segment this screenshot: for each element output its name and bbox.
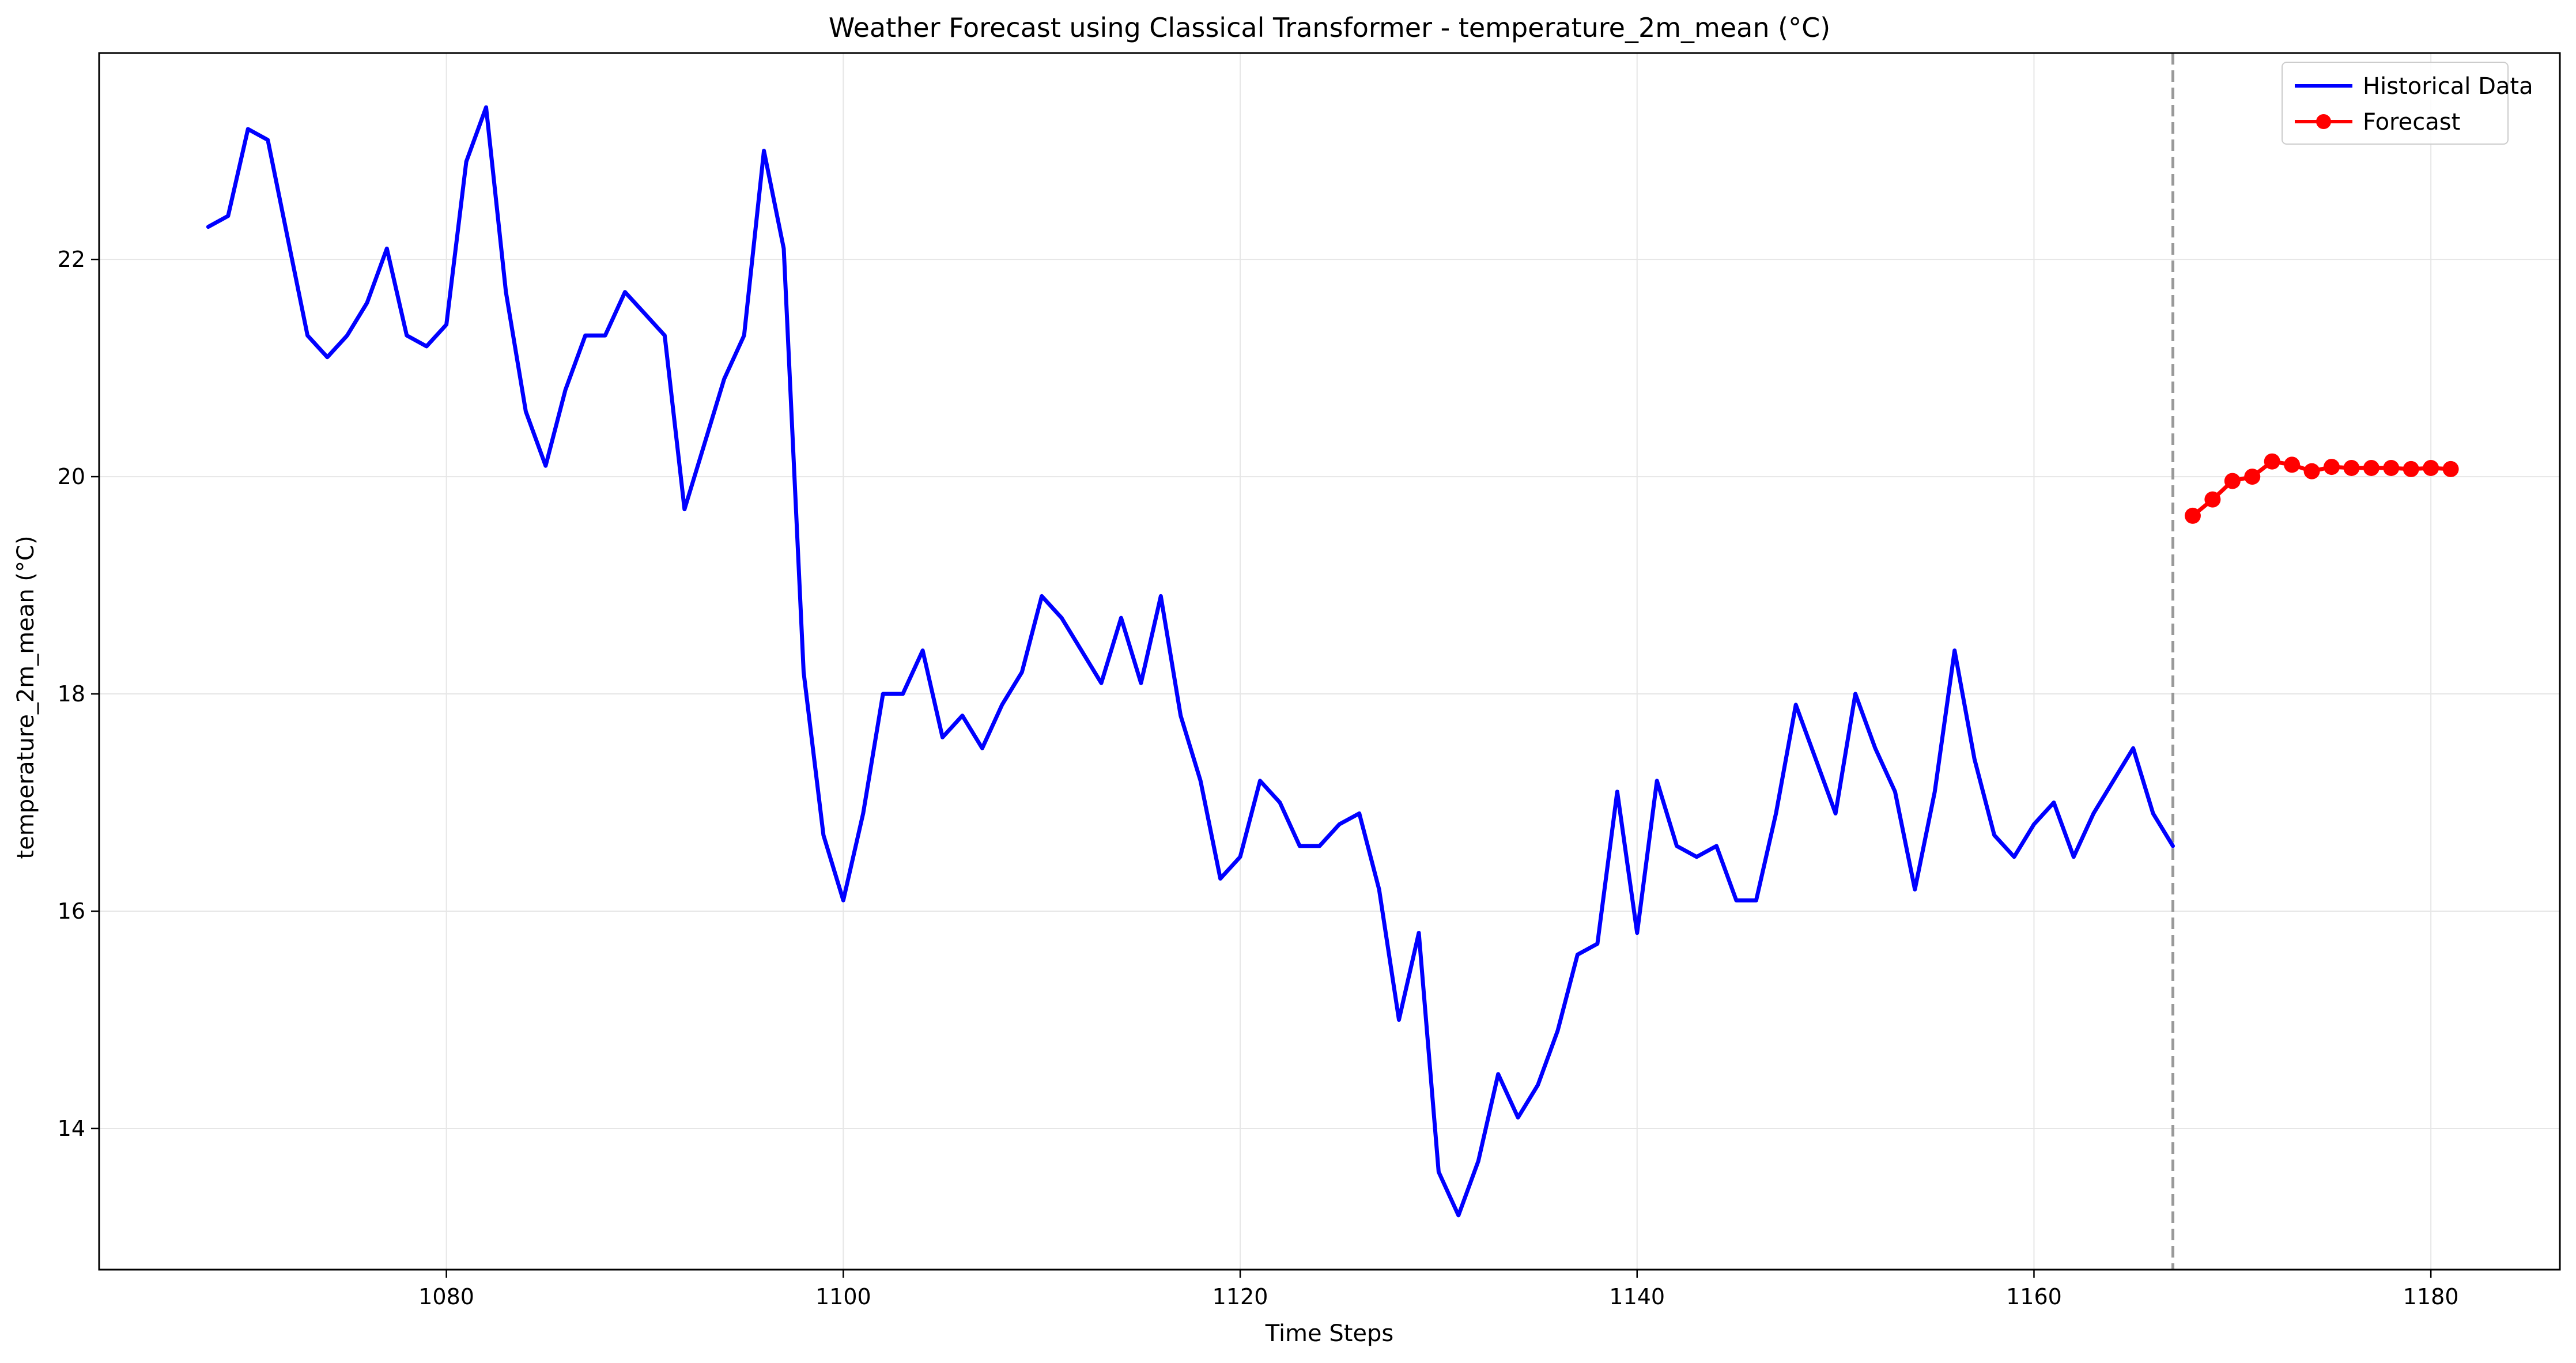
series-layer bbox=[206, 105, 2459, 1218]
x-tick-label: 1140 bbox=[1609, 1284, 1665, 1309]
forecast-point bbox=[2284, 456, 2301, 473]
forecast-point bbox=[2303, 463, 2320, 479]
forecast-point bbox=[2323, 459, 2340, 475]
x-axis-ticks: 1080 1100 1120 1140 1160 1180 bbox=[418, 1270, 2459, 1309]
forecast-point bbox=[2343, 460, 2360, 477]
plot-frame bbox=[98, 52, 2561, 1271]
x-tick-label: 1100 bbox=[815, 1284, 871, 1309]
grid-lines bbox=[99, 53, 2560, 1270]
legend-label-forecast: Forecast bbox=[2363, 109, 2460, 135]
y-tick-label: 16 bbox=[58, 898, 85, 924]
legend-box bbox=[2282, 62, 2509, 145]
y-axis-label: temperature_2m_mean (°C) bbox=[13, 535, 39, 859]
y-tick-label: 14 bbox=[58, 1116, 85, 1141]
x-tick-label: 1180 bbox=[2403, 1284, 2459, 1309]
forecast-point bbox=[2383, 460, 2400, 477]
legend-label-historical: Historical Data bbox=[2363, 73, 2533, 100]
legend: Historical Data Forecast bbox=[2282, 62, 2533, 145]
x-axis-label: Time Steps bbox=[1265, 1320, 1394, 1347]
chart-title: Weather Forecast using Classical Transfo… bbox=[829, 12, 1830, 43]
y-tick-label: 22 bbox=[58, 247, 85, 272]
y-tick-label: 20 bbox=[58, 464, 85, 489]
x-tick-label: 1160 bbox=[2006, 1284, 2062, 1309]
y-tick-label: 18 bbox=[58, 681, 85, 707]
legend-marker-forecast bbox=[2316, 114, 2331, 129]
forecast-point bbox=[2184, 507, 2201, 524]
forecast-point bbox=[2423, 460, 2439, 477]
forecast-point bbox=[2244, 469, 2261, 485]
y-axis-ticks: 14 16 18 20 22 bbox=[58, 247, 99, 1141]
forecast-point bbox=[2442, 460, 2459, 477]
forecast-point bbox=[2204, 491, 2221, 508]
forecast-point bbox=[2224, 473, 2241, 489]
forecast-point bbox=[2264, 453, 2280, 470]
forecast-point bbox=[2403, 460, 2419, 477]
series-line-historical-data bbox=[206, 105, 2175, 1218]
x-tick-label: 1080 bbox=[418, 1284, 474, 1309]
x-tick-label: 1120 bbox=[1213, 1284, 1268, 1309]
forecast-point bbox=[2363, 460, 2379, 477]
